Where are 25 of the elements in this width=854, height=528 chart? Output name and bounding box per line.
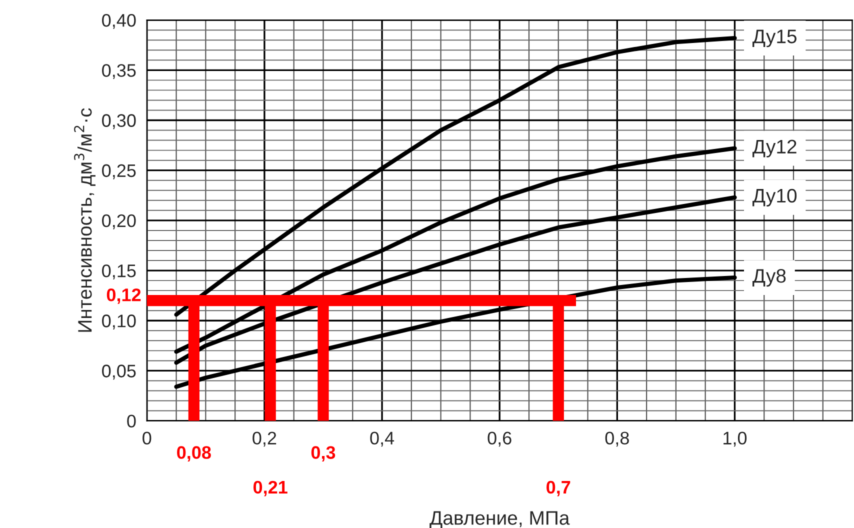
y-tick-label: 0,40 [102, 14, 136, 29]
y-tick-label: 0,20 [102, 214, 136, 230]
x-tick-label: 0 [142, 432, 152, 444]
ref-line-label: 0,08 [177, 446, 211, 462]
y-axis-title: Интенсивность, дм$^{3}$/м$^{2}$·с [74, 108, 96, 332]
x-tick-label: 0,2 [252, 432, 276, 447]
ref-line-label: 0,12 [106, 288, 141, 304]
x-tick-label: 1,0 [724, 432, 747, 447]
ref-line-label: 0,7 [546, 480, 570, 496]
y-tick-label: 0,15 [102, 264, 136, 280]
ref-line-label: 0,3 [311, 446, 336, 462]
series-label: Ду8 [752, 269, 786, 287]
series-label: Ду12 [752, 140, 796, 158]
y-tick-label: 0,30 [102, 114, 136, 130]
x-tick-label: 0,8 [605, 432, 629, 447]
ref-line-label: 0,21 [253, 480, 288, 496]
x-tick-label: 0,4 [370, 432, 394, 447]
x-tick-label: 0,6 [488, 432, 512, 447]
series-label: Ду15 [752, 30, 796, 48]
series-label: Ду10 [752, 188, 797, 206]
y-tick-label: 0,05 [102, 364, 136, 380]
y-tick-label: 0,25 [102, 164, 136, 180]
y-tick-label: 0,35 [102, 64, 136, 80]
y-tick-label: 0,10 [102, 314, 136, 330]
y-tick-label: 0 [127, 414, 136, 428]
